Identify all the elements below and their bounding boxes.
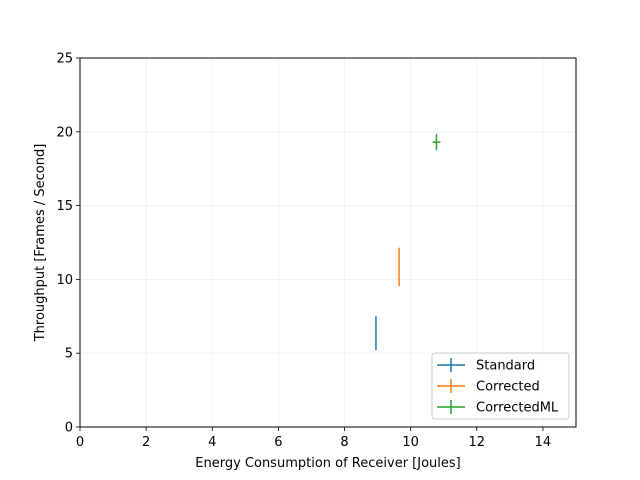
- legend-label: CorrectedML: [476, 401, 559, 416]
- plot-area: [79, 57, 577, 428]
- x-tick-label: 10: [402, 435, 419, 450]
- legend-label: Standard: [476, 359, 535, 374]
- x-tick-label: 14: [535, 435, 552, 450]
- errorbar-correctedml: [432, 134, 441, 151]
- legend: Standard Corrected CorrectedML: [431, 352, 570, 420]
- y-tick-label: 20: [56, 125, 73, 140]
- y-tick-label: 15: [56, 199, 73, 214]
- x-tick-label: 6: [274, 435, 282, 450]
- y-axis-ticks: 0 5 10 15 20 25: [56, 52, 80, 436]
- x-tick-label: 2: [142, 435, 150, 450]
- y-tick-label: 25: [56, 52, 73, 67]
- x-tick-label: 12: [469, 435, 486, 450]
- x-tick-label: 8: [340, 435, 348, 450]
- x-axis-ticks: 0 2 4 6 8 10 12 14: [76, 427, 551, 450]
- legend-item-standard: Standard: [437, 358, 535, 374]
- x-axis-label: Energy Consumption of Receiver [Joules]: [195, 456, 460, 471]
- data-marks: [375, 134, 441, 351]
- y-tick-label: 5: [65, 347, 73, 362]
- y-tick-label: 0: [65, 421, 73, 436]
- legend-item-corrected: Corrected: [437, 379, 540, 395]
- y-axis-label: Throughput [Frames / Second]: [33, 144, 48, 343]
- legend-item-correctedml: CorrectedML: [437, 400, 559, 416]
- x-tick-label: 4: [208, 435, 216, 450]
- y-tick-label: 10: [56, 273, 73, 288]
- x-tick-label: 0: [76, 435, 84, 450]
- legend-box: [431, 352, 570, 420]
- legend-label: Corrected: [476, 380, 540, 395]
